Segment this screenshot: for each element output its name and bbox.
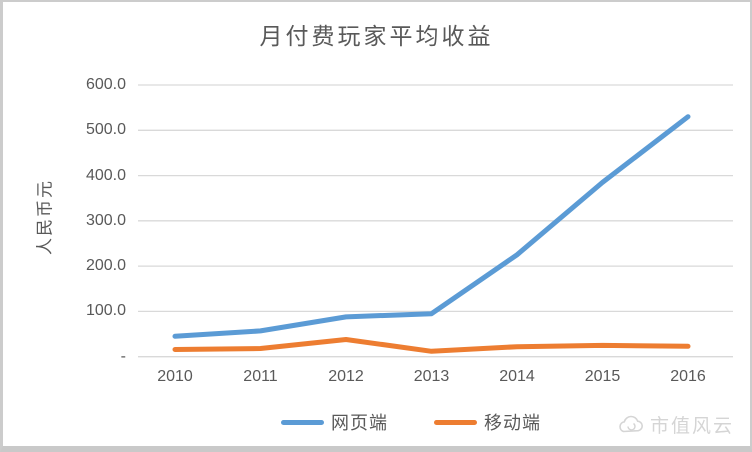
- mobile-series-line: [172, 337, 691, 354]
- legend-swatch: [281, 419, 324, 425]
- cloud-logo-icon: [619, 415, 643, 432]
- watermark: 市值风云: [617, 411, 734, 438]
- x-tick-label: 2016: [670, 368, 706, 385]
- legend-swatch: [434, 419, 477, 425]
- legend-label: 网页端: [331, 413, 388, 433]
- legend-item: 移动端: [434, 409, 541, 435]
- chart-title: 月付费玩家平均收益: [259, 23, 494, 49]
- chart-legend: 网页端 移动端: [111, 410, 711, 434]
- x-tick-label: 2011: [243, 368, 278, 385]
- y-tick-label: 500.0: [85, 121, 126, 139]
- x-tick-label: 2012: [328, 368, 364, 385]
- x-tick-label: 2013: [413, 368, 450, 385]
- x-tick-label: 2014: [499, 368, 535, 385]
- plot-area: [138, 84, 733, 358]
- y-tick-label: 300.0: [85, 211, 126, 229]
- y-tick-label: 100.0: [85, 302, 126, 320]
- web-series-line: [172, 114, 691, 339]
- y-tick-label: 400.0: [85, 166, 126, 184]
- watermark-text: 市值风云: [649, 416, 734, 437]
- x-tick-label: 2015: [584, 368, 621, 385]
- y-tick-label: 600.0: [85, 76, 126, 93]
- legend-item: 网页端: [281, 409, 388, 435]
- y-tick-label: 200.0: [85, 257, 126, 275]
- legend-label: 移动端: [484, 413, 541, 433]
- x-tick-label: 2010: [157, 368, 193, 385]
- y-tick-label: -: [120, 347, 126, 365]
